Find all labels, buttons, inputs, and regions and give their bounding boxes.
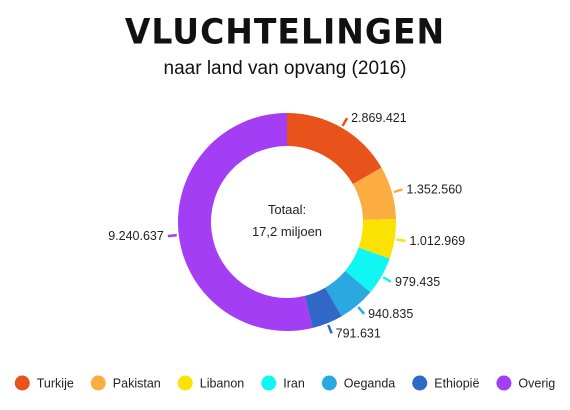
leader-line-pakistan xyxy=(393,188,403,194)
center-label-line2: 17,2 miljoen xyxy=(252,224,322,239)
legend-swatch-oeganda xyxy=(321,375,337,391)
legend-swatch-pakistan xyxy=(90,375,106,391)
legend-swatch-overig xyxy=(496,375,512,391)
slice-overig xyxy=(178,113,313,331)
value-label-turkije: 2.869.421 xyxy=(351,111,407,125)
legend-swatch-iran xyxy=(261,375,277,391)
value-label-libanon: 1.012.969 xyxy=(410,234,466,248)
legend-label-oeganda: Oeganda xyxy=(344,377,395,391)
legend-label-libanon: Libanon xyxy=(200,377,245,391)
legend-label-iran: Iran xyxy=(283,377,305,391)
slice-iran xyxy=(345,247,390,293)
leader-line-ethiopi xyxy=(327,324,333,334)
legend: Turkije Pakistan Libanon Iran Oeganda Ethiopi… xyxy=(14,375,555,391)
legend-swatch-libanon xyxy=(177,375,193,391)
legend-label-pakistan: Pakistan xyxy=(113,377,161,391)
leader-line-libanon xyxy=(396,238,406,243)
value-label-pakistan: 1.352.560 xyxy=(407,182,463,196)
slice-ethiopi xyxy=(304,287,342,328)
value-label-ethiopi: 791.631 xyxy=(336,326,381,340)
legend-swatch-ethiopi xyxy=(412,375,428,391)
legend-label-ethiopi: Ethiopië xyxy=(434,377,479,391)
value-label-oeganda: 940.835 xyxy=(368,307,413,321)
legend-label-turkije: Turkije xyxy=(37,377,74,391)
legend-label-overig: Overig xyxy=(518,377,555,391)
leader-line-oeganda xyxy=(357,306,366,315)
value-label-iran: 979.435 xyxy=(395,275,440,289)
slice-pakistan xyxy=(352,167,396,220)
chart-title: VLUCHTELINGEN xyxy=(124,11,446,52)
slice-libanon xyxy=(358,219,396,259)
slice-oeganda xyxy=(325,271,371,317)
value-label-overig: 9.240.637 xyxy=(108,229,164,243)
slice-turkije xyxy=(287,113,382,185)
center-label-line1: Totaal: xyxy=(268,202,306,217)
legend-swatch-turkije xyxy=(14,375,30,391)
chart-subtitle: naar land van opvang (2016) xyxy=(163,58,407,79)
leader-line-overig xyxy=(167,233,177,238)
leader-line-turkije xyxy=(341,117,349,127)
leader-line-iran xyxy=(382,276,392,283)
